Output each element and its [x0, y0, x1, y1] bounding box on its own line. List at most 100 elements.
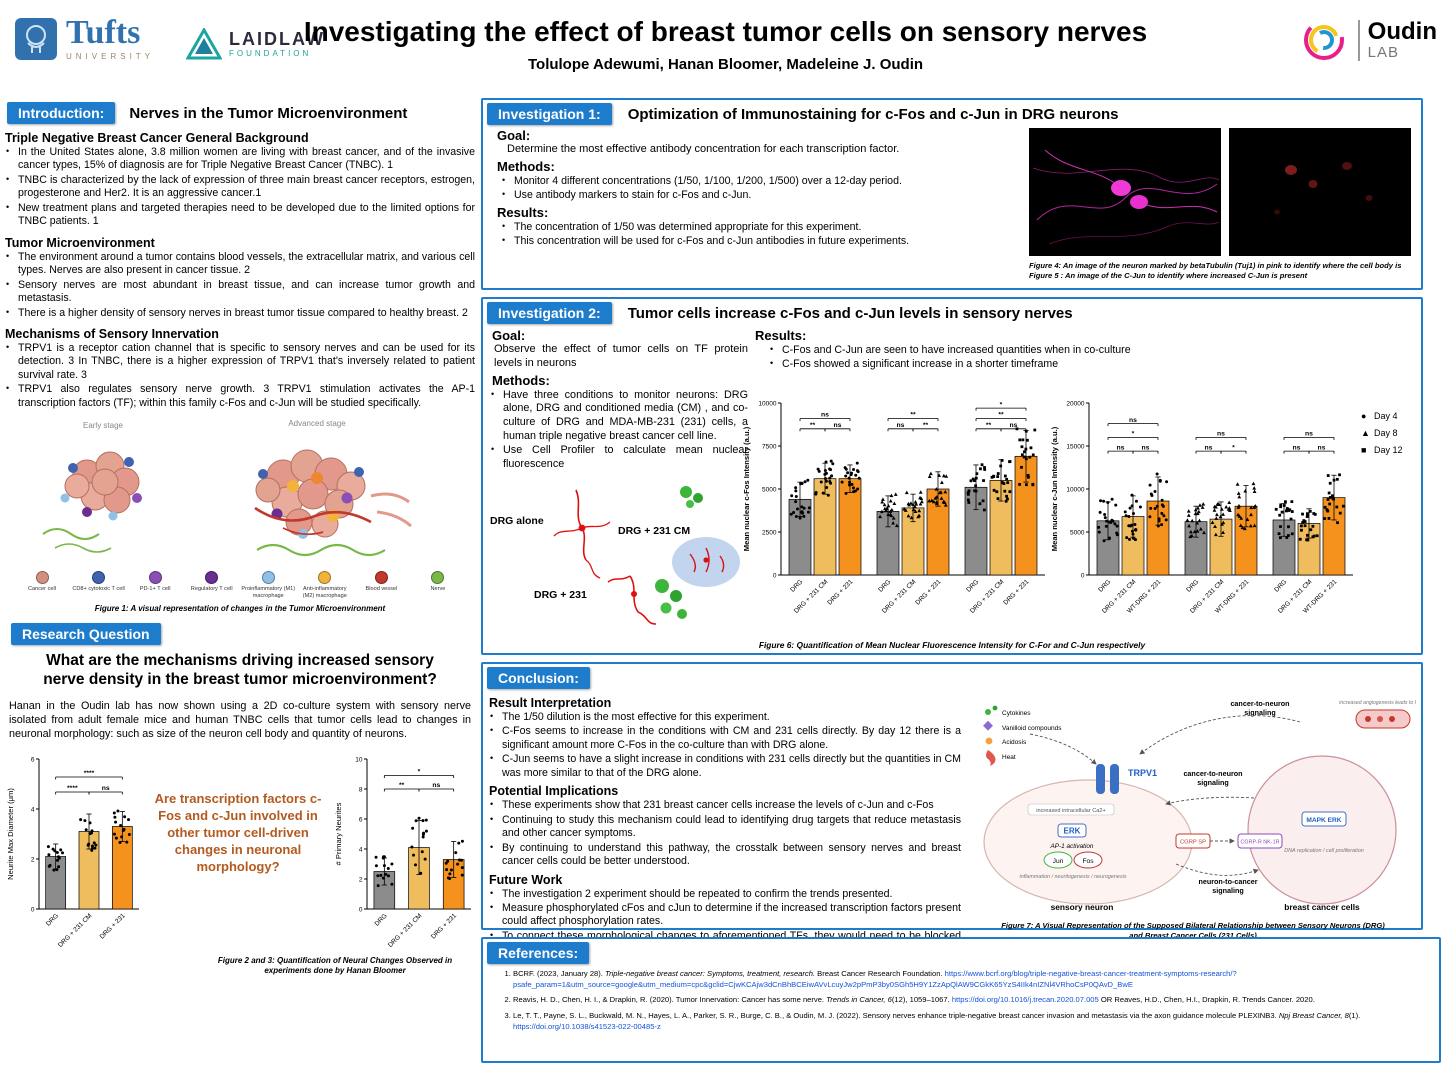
cgrp-sp-label: CGRP SP — [1180, 840, 1206, 846]
figure1-caption: Figure 1: A visual representation of cha… — [94, 604, 386, 614]
oudin-lab-logo: Oudin LAB — [1298, 14, 1437, 66]
svg-text:# Primary Neurites: # Primary Neurites — [334, 802, 343, 865]
svg-text:6: 6 — [31, 756, 35, 763]
svg-text:Neurite Max Diameter (µm): Neurite Max Diameter (µm) — [6, 788, 15, 880]
figure6-charts: 0 2500 5000 7500 10000 Mean nuclear c-Fos Int… — [741, 393, 1403, 626]
right-column: Investigation 1: Optimization of Immunos… — [481, 98, 1445, 1070]
svg-text:ns: ns — [432, 782, 440, 789]
intro-bullet: TRPV1 also regulates sensory nerve growt… — [5, 383, 475, 410]
reference-link[interactable]: https://doi.org/10.1016/j.trecan.2020.07… — [951, 995, 1099, 1005]
result-bullet: This concentration will be used for c-Fo… — [501, 235, 1023, 248]
cancer-to-neuron-top-label: cancer-to-neuron — [1230, 699, 1289, 708]
drg-231-coculture — [607, 575, 687, 625]
result-interpretation-title: Result Interpretation — [489, 696, 612, 710]
legend-item: Nerve — [411, 571, 465, 599]
research-question-badge: Research Question — [11, 623, 161, 646]
triangle-marker-icon: ▲ — [1361, 428, 1370, 438]
conclusion-bullet: Measure phosphorylated cFos and cJun to … — [489, 902, 961, 929]
ap1-label: AP-1 activation — [1050, 843, 1094, 850]
svg-text:15000: 15000 — [1066, 443, 1084, 450]
goal-label: Goal: — [492, 328, 526, 343]
orange-question-text: Are transcription factors c-Fos and c-Ju… — [154, 790, 322, 874]
conclusion-bullet: These experiments show that 231 breast c… — [489, 799, 961, 812]
calcium-label: increased intracellular Ca2+ — [1036, 808, 1106, 814]
legend-item: Cancer cell — [15, 571, 69, 599]
reference-item: Reavis, H. D., Chen, H. I., & Drapkin, R… — [513, 995, 1429, 1006]
legend-item: Blood vessel — [354, 571, 408, 599]
svg-text:DRG: DRG — [1097, 578, 1112, 593]
laidlaw-wordmark: LAIDLAW — [229, 28, 325, 49]
erk-label: ERK — [1064, 827, 1081, 836]
m1-macrophage-icon — [261, 571, 275, 585]
legend-day4: ● Day 4 — [1361, 411, 1398, 421]
figures-2-3: 0 2 4 6 Neurite Max Diameter (µm) DRG DRG + 23… — [5, 749, 475, 960]
nerve-icon — [431, 571, 445, 585]
conclusion-bullet: The investigation 2 experiment should be… — [489, 888, 961, 901]
conclusion-text: Result Interpretation The 1/50 dilution … — [483, 690, 969, 957]
dna-replication-label: DNA replication / cell proliferation — [1284, 848, 1364, 854]
m2-macrophage-icon — [318, 571, 332, 585]
oudin-wordmark: Oudin — [1367, 17, 1437, 45]
cm-tumor-cells — [680, 485, 703, 508]
breast-cancer-cells-label: breast cancer cells — [1284, 902, 1360, 912]
svg-text:DRG + 231: DRG + 231 — [914, 578, 942, 606]
intro-bullet: Sensory nerves are most abundant in brea… — [5, 279, 475, 306]
results-label: Results: — [755, 328, 807, 343]
investigation2-badge: Investigation 2: — [487, 302, 612, 324]
future-work-title: Future Work — [489, 872, 563, 887]
laidlaw-logo: LAIDLAW FOUNDATION — [186, 28, 325, 60]
svg-text:20000: 20000 — [1066, 400, 1084, 407]
svg-text:DRG + 231 CM: DRG + 231 CM — [57, 912, 94, 949]
section-title-tme: Tumor Microenvironment — [5, 235, 155, 250]
reference-link[interactable]: https://doi.org/10.1038/s41523-022-00485… — [513, 1021, 661, 1031]
svg-text:**: ** — [810, 422, 816, 429]
conclusion-bullet: The 1/50 dilution is the most effective … — [489, 711, 961, 724]
figure4-5-caption: Figure 4: An image of the neuron marked … — [1029, 261, 1402, 280]
investigation2-methods-panel: Goal: Observe the effect of tumor cells … — [490, 326, 748, 631]
figure1: Early stage Advanced stage — [5, 416, 475, 613]
svg-text:*: * — [1232, 444, 1235, 451]
cd8-tcell-icon — [92, 571, 106, 585]
reference-link[interactable]: https://www.bcrf.org/blog/triple-negativ… — [513, 969, 1237, 989]
svg-text:0: 0 — [31, 906, 35, 913]
svg-text:ns: ns — [1305, 431, 1313, 438]
cjun-chart: 0 5000 10000 15000 20000 Mean nuclear c-Jun I… — [1049, 393, 1357, 626]
legend-item: Regulatory T cell — [185, 571, 239, 599]
svg-text:ns: ns — [1129, 417, 1137, 424]
conclusion-bullet: By continuing to understand this pathway… — [489, 842, 961, 869]
legend-day12: ■ Day 12 — [1361, 445, 1403, 455]
svg-text:ns: ns — [102, 785, 110, 792]
left-column: Introduction: Nerves in the Tumor Microe… — [5, 98, 475, 977]
svg-text:DRG: DRG — [1273, 578, 1288, 593]
drg-alone-neuron — [553, 489, 611, 579]
research-question-paragraph: Hanan in the Oudin lab has now shown usi… — [9, 699, 471, 740]
goal-label: Goal: — [497, 128, 531, 143]
figure2-chart: 0 2 4 6 Neurite Max Diameter (µm) DRG DRG + 23… — [5, 749, 143, 960]
svg-text:Mean nuclear c-Jun Intensity (: Mean nuclear c-Jun Intensity (a.u.) — [1050, 426, 1059, 551]
svg-text:ns: ns — [834, 422, 842, 429]
svg-text:ns: ns — [1217, 431, 1225, 438]
conclusion-bullet: Continuing to study this mechanism could… — [489, 814, 961, 841]
investigation1-box: Investigation 1: Optimization of Immunos… — [481, 98, 1423, 290]
result-bullet: C-Fos and C-Jun are seen to have increas… — [769, 344, 1315, 357]
fos-label: Fos — [1083, 858, 1095, 865]
svg-text:**: ** — [986, 422, 992, 429]
svg-text:*: * — [418, 769, 421, 776]
circle-marker-icon: ● — [1361, 411, 1367, 421]
svg-text:signaling: signaling — [1197, 778, 1229, 787]
vanilloid-label: Vanilloid compounds — [1002, 725, 1062, 732]
jun-label: Jun — [1053, 858, 1064, 865]
poster-title: Investigating the effect of breast tumor… — [303, 16, 1148, 47]
investigation1-badge: Investigation 1: — [487, 103, 612, 125]
svg-text:ns: ns — [1117, 444, 1125, 451]
intro-bullet: TRPV1 is a receptor cation channel that … — [5, 342, 475, 382]
svg-text:**: ** — [910, 412, 916, 419]
method-bullet: Use antibody markers to stain for c-Fos … — [501, 189, 1023, 202]
svg-text:DRG: DRG — [789, 578, 804, 593]
trpv1-label: TRPV1 — [1128, 768, 1157, 778]
drg-cm-label: DRG + 231 CM — [618, 525, 690, 537]
cgrp-receptor-label: CGRP-R NK-1R — [1241, 840, 1280, 846]
intro-bullet: The environment around a tumor contains … — [5, 251, 475, 278]
svg-text:10000: 10000 — [1066, 486, 1084, 493]
